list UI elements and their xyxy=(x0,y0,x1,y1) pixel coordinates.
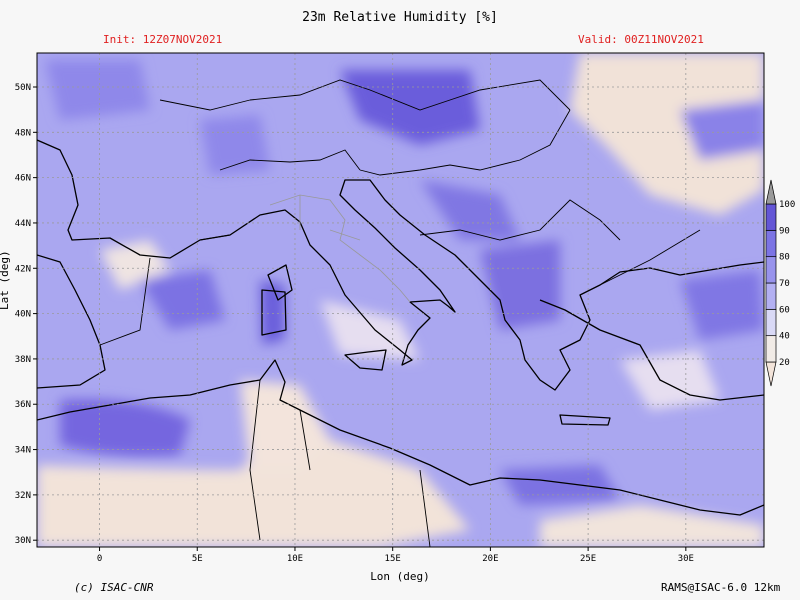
x-tick-label: 20E xyxy=(482,554,498,564)
colorbar-segment xyxy=(765,229,777,258)
colorbar-label: 100 xyxy=(779,200,795,210)
y-axis: 30N 32N 34N 36N 38N 40N 42N 44N 46N 48N 50N xyxy=(15,83,37,546)
graticule xyxy=(37,53,764,547)
colorbar-label: 60 xyxy=(779,305,790,315)
copyright-credit: (c) ISAC-CNR xyxy=(74,581,154,594)
colorbar-label: 20 xyxy=(779,358,790,368)
colorbar-label: 80 xyxy=(779,253,790,263)
chart-title: 23m Relative Humidity [%] xyxy=(302,10,498,25)
colorbar-segment xyxy=(765,256,777,284)
colorbar: 20 40 60 70 80 90 100 xyxy=(765,179,795,387)
plot-frame xyxy=(36,52,765,548)
y-tick-label: 44N xyxy=(15,219,31,229)
y-axis-label: Lat (deg) xyxy=(0,250,11,310)
y-tick-label: 38N xyxy=(15,355,31,365)
colorbar-segment xyxy=(765,203,777,231)
y-tick-label: 40N xyxy=(15,310,31,320)
colorbar-segment xyxy=(765,282,777,310)
x-tick-label: 0 xyxy=(97,554,102,564)
y-tick-label: 32N xyxy=(15,491,31,501)
colorbar-label: 90 xyxy=(779,226,790,236)
colorbar-arrow-low xyxy=(765,361,777,387)
x-tick-label: 10E xyxy=(287,554,303,564)
colorbar-label: 70 xyxy=(779,279,790,289)
y-tick-label: 36N xyxy=(15,400,31,410)
x-tick-label: 25E xyxy=(580,554,596,564)
y-tick-label: 42N xyxy=(15,264,31,274)
y-tick-label: 50N xyxy=(15,83,31,93)
x-tick-label: 5E xyxy=(192,554,203,564)
valid-time-label: Valid: 00Z11NOV2021 xyxy=(578,33,704,46)
y-tick-label: 34N xyxy=(15,446,31,456)
x-tick-label: 30E xyxy=(678,554,694,564)
x-axis: 0 5E 10E 15E 20E 25E 30E xyxy=(97,547,694,564)
x-axis-label: Lon (deg) xyxy=(370,570,430,583)
humidity-field xyxy=(37,53,764,547)
colorbar-segment xyxy=(765,308,777,337)
colorbar-label: 40 xyxy=(779,332,790,342)
x-tick-label: 15E xyxy=(385,554,401,564)
y-tick-label: 30N xyxy=(15,536,31,546)
y-tick-label: 46N xyxy=(15,174,31,184)
init-time-label: Init: 12Z07NOV2021 xyxy=(103,33,223,46)
colorbar-segment xyxy=(765,335,777,363)
colorbar-arrow-high xyxy=(765,179,777,205)
y-tick-label: 48N xyxy=(15,128,31,138)
model-credit: RAMS@ISAC-6.0 12km xyxy=(661,581,781,594)
